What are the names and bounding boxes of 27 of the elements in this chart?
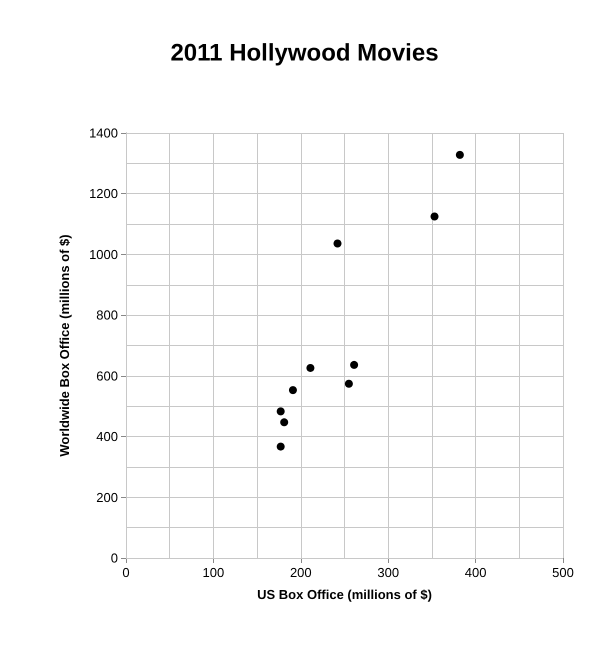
point: [306, 364, 314, 372]
y-tick-label: 800: [96, 308, 118, 323]
x-tick-label: 200: [290, 565, 312, 580]
point: [334, 240, 342, 248]
point: [350, 360, 358, 369]
y-axis-title: Worldwide Box Office (millions of $): [57, 234, 72, 457]
point: [280, 418, 288, 426]
point: [430, 212, 439, 220]
y-tick-label: 600: [96, 368, 118, 384]
x-tick-label: 400: [464, 565, 486, 580]
y-tick-label: 1200: [89, 186, 118, 202]
x-tick-label: 500: [552, 565, 574, 580]
y-tick-label: 200: [96, 490, 118, 505]
x-tick-label: 100: [202, 565, 224, 580]
y-tick-label: 0: [110, 550, 118, 566]
y-tick-label: 400: [96, 429, 118, 444]
point: [288, 386, 297, 394]
x-tick-label: 0: [122, 565, 130, 580]
chart-title: 2011 Hollywood Movies: [170, 40, 439, 66]
point: [456, 150, 464, 159]
point: [276, 407, 285, 416]
x-axis-title: US Box Office (millions of $): [257, 587, 432, 602]
point: [276, 442, 285, 451]
y-tick-label: 1000: [89, 246, 118, 262]
x-tick-label: 300: [377, 565, 400, 580]
y-tick-label: 1400: [89, 126, 118, 140]
point: [344, 380, 353, 388]
